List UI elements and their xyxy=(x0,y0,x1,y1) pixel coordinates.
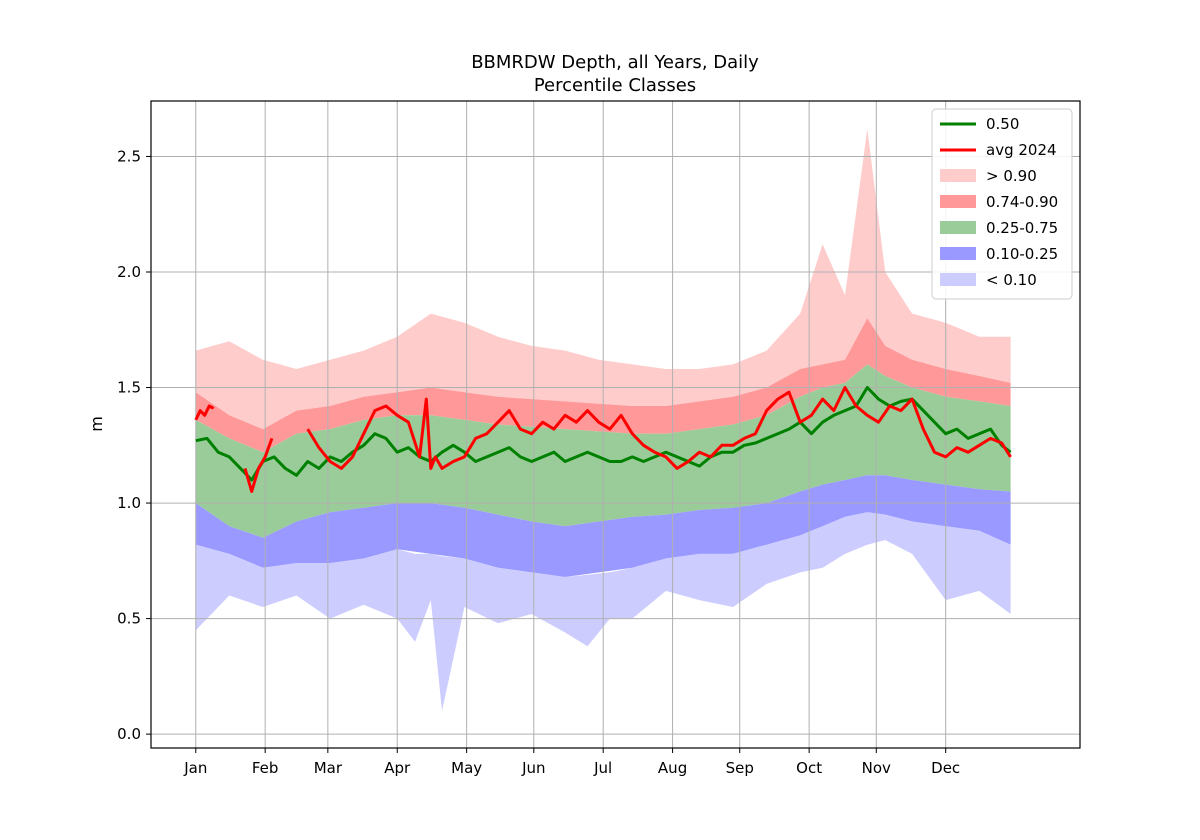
x-tick-label: Jan xyxy=(183,759,207,777)
legend-patch-swatch xyxy=(940,169,976,182)
y-tick-label: 1.0 xyxy=(117,494,141,512)
x-tick-label: Sep xyxy=(726,759,754,777)
x-tick-label: Feb xyxy=(252,759,279,777)
y-tick-label: 0.5 xyxy=(117,610,141,628)
legend-label: 0.10-0.25 xyxy=(986,245,1058,263)
legend: 0.50 avg 2024 > 0.90 0.74-0.90 0.25-0.75 0.10… xyxy=(931,108,1073,300)
x-tick-label: Oct xyxy=(796,759,822,777)
x-tick-label: Aug xyxy=(658,759,687,777)
series-line-0 xyxy=(195,386,1012,482)
y-axis-label: m xyxy=(87,416,106,432)
band-0 xyxy=(195,128,1011,430)
legend-patch-swatch xyxy=(940,273,976,286)
y-tick-label: 0.0 xyxy=(117,725,141,743)
legend-label: < 0.10 xyxy=(986,271,1037,289)
x-tick-label: Jul xyxy=(593,759,612,777)
x-tick-label: Apr xyxy=(384,759,411,777)
x-tick-label: Dec xyxy=(931,759,960,777)
legend-label: > 0.90 xyxy=(986,167,1037,185)
plot-area: Jan Feb Mar Apr May Jun Jul Aug Sep Oct Nov Dec 0.0 0… xyxy=(117,100,1081,777)
legend-patch-swatch xyxy=(940,195,976,208)
legend-label: 0.50 xyxy=(986,115,1019,133)
legend-label: avg 2024 xyxy=(986,141,1057,159)
legend-label: 0.25-0.75 xyxy=(986,219,1058,237)
chart-subtitle: Percentile Classes xyxy=(534,75,696,96)
x-tick-label: Mar xyxy=(314,759,343,777)
y-tick-label: 2.0 xyxy=(117,263,141,281)
legend-patch-swatch xyxy=(940,247,976,260)
x-tick-label: May xyxy=(451,759,482,777)
x-tick-label: Nov xyxy=(862,759,891,777)
series-line-1 xyxy=(194,386,1012,493)
legend-label: 0.74-0.90 xyxy=(986,193,1058,211)
axes-frame xyxy=(150,100,1081,749)
x-tick-label: Jun xyxy=(521,759,545,777)
y-tick-label: 2.5 xyxy=(117,147,141,165)
legend-patch-swatch xyxy=(940,221,976,234)
y-tick-label: 1.5 xyxy=(117,379,141,397)
chart-title: BBMRDW Depth, all Years, Daily xyxy=(471,52,759,73)
